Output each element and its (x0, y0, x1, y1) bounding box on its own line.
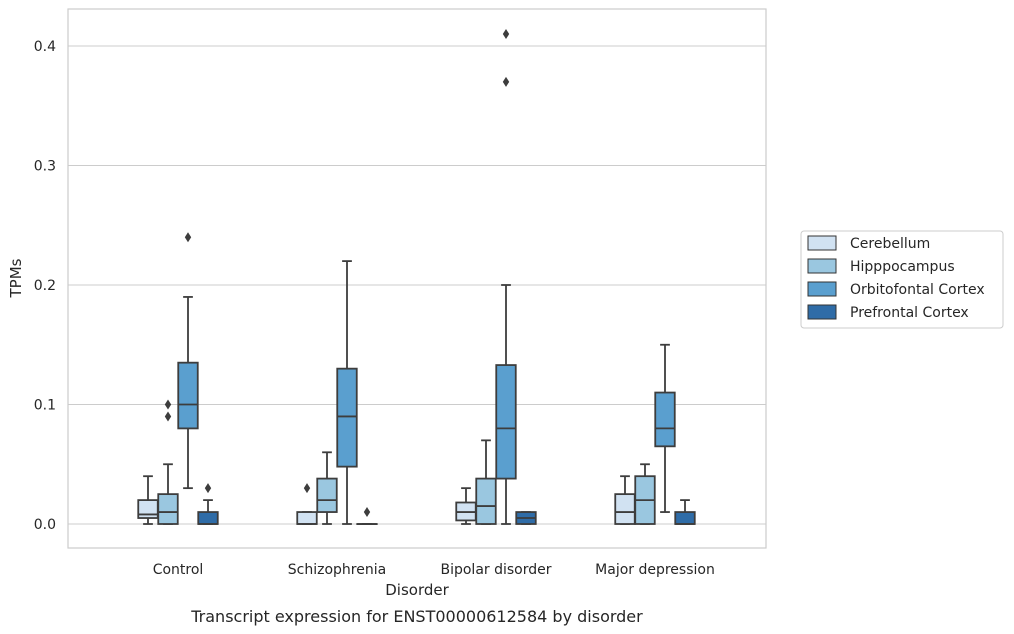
box-body (654, 391, 676, 448)
legend-label: Hipppocampus (850, 259, 955, 275)
x-axis-ticks: Control Schizophrenia Bipolar disorder Majo… (153, 562, 715, 578)
box-body (157, 493, 179, 525)
box-prefrontal-cortex (674, 499, 696, 525)
x-axis-label: Disorder (385, 581, 449, 599)
box-body (495, 364, 517, 480)
boxes (137, 29, 696, 526)
box-orbitofontal-cortex (495, 29, 517, 525)
chart-title: Transcript expression for ENST0000061258… (190, 607, 643, 626)
outlier-point (363, 507, 371, 518)
outlier-point (204, 483, 212, 494)
box-body (336, 367, 358, 468)
box-cerebellum (137, 475, 159, 525)
y-tick-label: 0.4 (34, 39, 56, 55)
y-axis-ticks: 0.0 0.1 0.2 0.3 0.4 (34, 39, 56, 533)
box-body (674, 511, 696, 525)
legend-frame (800, 230, 1004, 329)
box-orbitofontal-cortex (177, 232, 199, 490)
box-body (296, 511, 318, 525)
box-body (177, 361, 199, 430)
legend: Cerebellum Hipppocampus Orbitofontal Corte… (800, 230, 1004, 329)
outlier-point (303, 483, 311, 494)
box-prefrontal-cortex (197, 483, 219, 525)
box-body (197, 511, 219, 525)
y-tick-label: 0.1 (34, 398, 56, 414)
outlier-point (184, 232, 192, 243)
x-tick-label: Schizophrenia (288, 562, 386, 578)
box-cerebellum (455, 487, 477, 525)
legend-label: Prefrontal Cortex (850, 305, 969, 321)
plot-area-frame (67, 8, 767, 549)
box-cerebellum (614, 475, 636, 525)
box-hipppocampus (157, 399, 179, 525)
box-body (614, 493, 636, 525)
x-tick-label: Bipolar disorder (440, 562, 551, 578)
grid-lines (68, 45, 766, 525)
legend-label: Orbitofontal Cortex (850, 282, 985, 298)
outlier-point (502, 29, 510, 40)
box-orbitofontal-cortex (336, 260, 358, 525)
legend-swatch (807, 258, 837, 274)
box-hipppocampus (316, 451, 338, 525)
y-tick-label: 0.0 (34, 517, 56, 533)
outlier-point (164, 411, 172, 422)
x-tick-label: Major depression (595, 562, 715, 578)
y-tick-label: 0.2 (34, 278, 56, 294)
box-hipppocampus (634, 463, 656, 525)
outlier-point (502, 76, 510, 87)
box-orbitofontal-cortex (654, 343, 676, 513)
legend-swatch (807, 281, 837, 297)
y-tick-label: 0.3 (34, 159, 56, 175)
legend-swatch (807, 235, 837, 251)
box-cerebellum (296, 483, 318, 525)
box-prefrontal-cortex (515, 511, 537, 525)
box-body (316, 477, 338, 513)
box-hipppocampus (475, 439, 497, 525)
x-tick-label: Control (153, 562, 204, 578)
box-body (475, 477, 497, 525)
outlier-point (164, 399, 172, 410)
y-axis-label: TPMs (7, 258, 25, 298)
legend-swatch (807, 304, 837, 320)
legend-label: Cerebellum (850, 236, 930, 252)
box-prefrontal-cortex (356, 507, 378, 526)
